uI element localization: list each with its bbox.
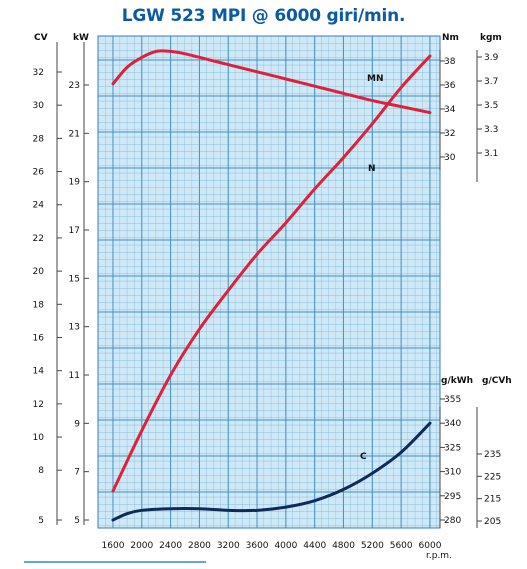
series-label-n: N	[368, 164, 376, 174]
kw-unit: kW	[73, 33, 89, 43]
cv-tick-label-9: 24	[33, 201, 45, 211]
kw-tick-label-4: 13	[69, 323, 80, 333]
kw-tick-label-1: 7	[74, 468, 80, 478]
series-label-c: C	[360, 452, 367, 462]
cv-tick-label-5: 16	[33, 333, 45, 343]
x-tick-label-4: 3200	[217, 541, 240, 551]
kw-tick-label-2: 9	[74, 419, 80, 429]
gkwh-tick-label-3: 325	[444, 443, 461, 453]
x-tick-label-3: 2800	[188, 541, 211, 551]
kw-tick-label-6: 17	[69, 226, 80, 236]
gcvh-unit: g/CVh	[482, 376, 512, 386]
kgm-tick-label-3: 3.7	[484, 77, 498, 87]
x-ticks: 1600 2000 2400 2800 3200 3600 4000 4400 4800 5200…	[102, 541, 442, 551]
cv-unit: CV	[34, 33, 48, 43]
kgm-tick-label-4: 3.9	[484, 53, 499, 63]
kw-tick-label-0: 5	[74, 516, 80, 526]
gkwh-ticks: 280 295 310 325 340 355	[440, 395, 461, 526]
footer-rule	[24, 561, 206, 563]
plot-grid	[98, 36, 440, 528]
cv-tick-label-3: 12	[33, 400, 44, 410]
x-tick-label-6: 4000	[274, 541, 297, 551]
x-tick-label-11: 6000	[419, 541, 442, 551]
cv-tick-label-6: 18	[33, 300, 45, 310]
gcvh-ticks: 205 215 225 235	[477, 450, 501, 527]
kgm-tick-label-2: 3.5	[484, 101, 498, 111]
gcvh-tick-label-2: 225	[484, 472, 501, 482]
cv-tick-label-2: 10	[33, 433, 45, 443]
cv-tick-label-11: 28	[33, 134, 45, 144]
nm-tick-label-0: 30	[444, 153, 456, 163]
series-line-mn	[111, 49, 432, 115]
nm-tick-label-4: 38	[444, 57, 456, 67]
series-label-mn: MN	[367, 74, 384, 84]
cv-ticks: 5 8 10 12 14 16 18 20 22 24 26 28 30 32	[33, 68, 62, 526]
kw-tick-label-5: 15	[69, 274, 80, 284]
nm-ticks: 30 32 34 36 38	[440, 57, 456, 163]
cv-tick-label-12: 30	[33, 101, 45, 111]
gkwh-tick-label-5: 355	[444, 395, 461, 405]
cv-tick-label-1: 8	[38, 466, 44, 476]
cv-tick-label-8: 22	[33, 234, 44, 244]
x-tick-label-9: 5200	[361, 541, 384, 551]
gkwh-tick-label-4: 340	[444, 419, 461, 429]
kgm-tick-label-1: 3.3	[484, 125, 498, 135]
cv-tick-label-10: 26	[33, 168, 45, 178]
gcvh-tick-label-0: 205	[484, 517, 501, 527]
x-tick-label-7: 4400	[303, 541, 326, 551]
x-tick-label-1: 2000	[130, 541, 153, 551]
x-tick-label-8: 4800	[332, 541, 355, 551]
kw-tick-label-9: 23	[69, 81, 80, 91]
kgm-unit: kgm	[480, 33, 502, 43]
x-axis-label: r.p.m.	[426, 551, 452, 561]
nm-tick-label-2: 34	[444, 105, 456, 115]
series-layer	[111, 49, 432, 522]
gcvh-tick-label-3: 235	[484, 450, 501, 460]
x-tick-label-5: 3600	[246, 541, 269, 551]
gkwh-tick-label-1: 295	[444, 492, 461, 502]
kw-tick-label-8: 21	[69, 129, 80, 139]
cv-tick-label-13: 32	[33, 68, 44, 78]
nm-unit: Nm	[442, 33, 459, 43]
kw-tick-label-3: 11	[69, 371, 80, 381]
x-tick-label-10: 5600	[390, 541, 413, 551]
x-tick-label-2: 2400	[159, 541, 182, 551]
cv-tick-label-7: 20	[33, 267, 45, 277]
series-line-n	[111, 54, 432, 493]
gcvh-tick-label-1: 215	[484, 495, 501, 505]
gkwh-tick-label-0: 280	[444, 516, 461, 526]
kw-tick-label-7: 19	[69, 178, 81, 188]
cv-tick-label-4: 14	[33, 367, 45, 377]
kgm-ticks: 3.1 3.3 3.5 3.7 3.9	[477, 53, 499, 159]
series-line-c	[111, 421, 432, 522]
nm-tick-label-1: 32	[444, 129, 455, 139]
chart-title: LGW 523 MPI @ 6000 giri/min.	[121, 6, 406, 26]
x-tick-label-0: 1600	[102, 541, 125, 551]
kw-ticks: 5 7 9 11 13 15 17 19 21 23	[69, 81, 89, 526]
gkwh-unit: g/kWh	[441, 376, 473, 386]
gkwh-tick-label-2: 310	[444, 468, 461, 478]
kgm-tick-label-0: 3.1	[484, 149, 498, 159]
cv-tick-label-0: 5	[38, 516, 44, 526]
plot-border	[97, 35, 441, 529]
nm-tick-label-3: 36	[444, 81, 456, 91]
